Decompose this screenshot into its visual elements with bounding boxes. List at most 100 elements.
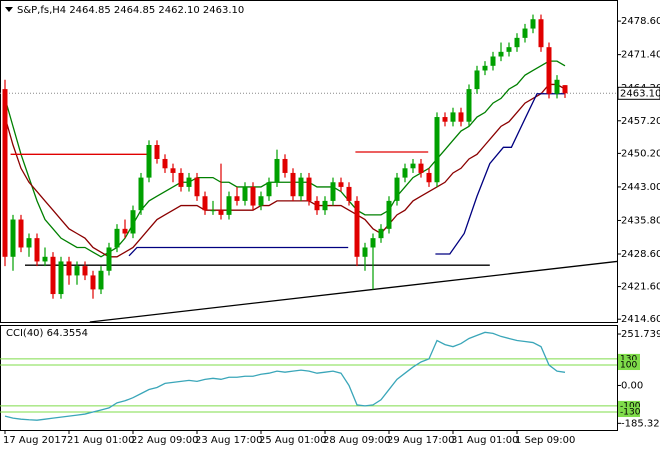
candle-body [394,177,400,201]
candle-body [402,168,408,178]
y-tick-label: 2435.80 [621,215,660,226]
candle-body [362,247,368,257]
candle-body [42,256,48,262]
candle-body [290,172,296,197]
candle-body [498,51,504,57]
cci-level-label: 100 [620,361,637,371]
candle-body [250,186,256,206]
candle-body [458,112,464,122]
candle-body [274,158,280,183]
candle-body [442,117,448,122]
candle-body [338,182,344,187]
menu-icon [5,7,13,12]
cci-level-box [618,400,640,411]
y-tick-label: 2414.60 [621,314,660,325]
x-tick-label: 21 Aug 01:00 [67,435,134,446]
y-tick-label: 2421.60 [621,282,660,293]
candle-body [314,200,320,211]
candle-body [434,117,440,183]
x-tick-label: 25 Aug 01:00 [259,435,326,446]
cci-tick-label: 0.00 [621,380,643,391]
candle-body [450,112,456,122]
indicator-line [4,60,566,258]
x-tick-label: 29 Aug 17:00 [387,435,454,446]
cci-panel [0,325,618,431]
candle-body [2,89,8,257]
candle-body [306,177,312,201]
cci-tick-label: -185.3291 [621,418,660,429]
cci-level-label: -130 [620,408,641,418]
candle-body [138,177,144,211]
y-tick-label: 2478.60 [621,16,660,27]
candle-body [562,85,568,94]
cci-level-box [618,360,640,371]
cci-level-box [618,353,640,364]
candle-body [18,219,24,248]
candle-body [234,196,240,201]
candle-body [162,158,168,169]
candle-body [122,228,128,234]
candle-body [146,144,152,178]
candle-body [530,19,536,29]
candle-body [354,200,360,257]
cci-level-label: -100 [620,401,641,411]
chart-title: S&P,fs,H4 2464.85 2464.85 2462.10 2463.1… [17,5,244,16]
candle-body [218,210,224,215]
y-tick-label: 2428.60 [621,249,660,260]
candle-body [386,200,392,229]
candle-body [330,182,336,201]
candle-body [506,47,512,52]
y-tick-label: 2443.00 [621,182,660,193]
candle-body [370,238,376,248]
candle-body [410,163,416,169]
candle-body [554,79,560,94]
y-tick-label: 2471.40 [621,50,660,61]
candle-body [50,256,56,295]
candle-body [26,238,32,248]
candle-body [298,177,304,197]
candle-body [426,172,432,183]
last-price-label: 2463.10 [620,88,660,99]
candle-body [522,28,528,38]
candle-body [194,177,200,197]
x-tick-label: 1 Sep 09:00 [515,435,575,446]
candle-body [98,270,104,290]
candle-body [154,144,160,159]
x-tick-label: 17 Aug 2017 [3,435,67,446]
last-price-box [617,86,660,100]
candle-body [482,65,488,71]
candle-body [490,56,496,66]
candle-body [74,266,80,276]
candle-body [210,210,216,212]
cci-level-box [618,407,640,418]
x-tick-label: 22 Aug 09:00 [131,435,198,446]
candle-body [106,247,112,271]
candle-body [514,37,520,48]
cci-title: CCI(40) 64.3554 [6,328,88,339]
candle-body [10,219,16,257]
y-tick-label: 2457.20 [621,116,660,127]
x-tick-label: 23 Aug 17:00 [195,435,262,446]
candle-body [170,168,176,173]
candle-body [58,261,64,295]
candle-body [90,275,96,290]
candle-body [202,196,208,211]
candle-body [282,158,288,173]
candle-body [378,228,384,239]
indicator-line [4,83,566,258]
candle-body [546,47,552,94]
candle-body [258,196,264,206]
candle-body [538,19,544,48]
main-panel [0,0,618,323]
candle-body [114,228,120,248]
candle-body [186,177,192,187]
candle-body [226,196,232,215]
candle-body [82,266,88,276]
indicator-line [128,246,349,257]
candle-body [322,200,328,211]
candle-body [266,182,272,197]
y-tick-label: 2450.20 [621,148,660,159]
candle-body [242,186,248,201]
